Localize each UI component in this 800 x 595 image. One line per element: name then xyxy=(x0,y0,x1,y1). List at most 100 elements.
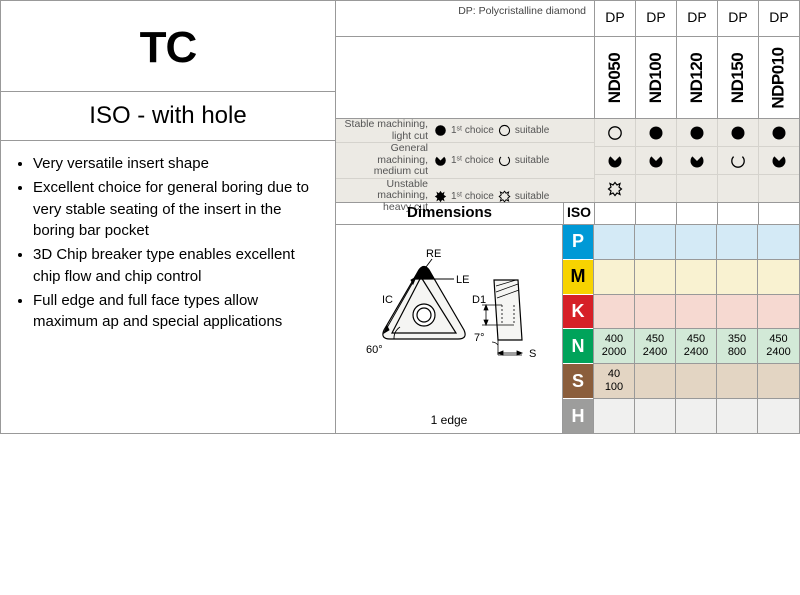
grade-label: NDP010 xyxy=(769,47,789,108)
machining-cell xyxy=(677,175,717,202)
iso-data-cell xyxy=(635,295,675,330)
grade-label: ND150 xyxy=(728,52,748,102)
iso-data-cell xyxy=(635,260,675,295)
iso-data-cell xyxy=(717,260,757,295)
label-le: LE xyxy=(456,274,469,286)
dp-cell: DP xyxy=(635,1,676,36)
iso-header: ISO xyxy=(563,203,594,224)
iso-data-cell xyxy=(676,364,716,399)
machining-legend-icons: 1ˢᵗ choice suitable xyxy=(434,124,590,137)
iso-data-cell: 4502400 xyxy=(676,329,716,364)
iso-data-cell xyxy=(717,364,757,399)
machining-cell xyxy=(677,147,717,175)
dim-spacer xyxy=(594,203,635,224)
machining-cell xyxy=(718,119,758,147)
iso-letter-K: K xyxy=(563,295,593,330)
machining-cell xyxy=(595,147,635,175)
dp-header-row: DP: Polycristalline diamond DP DP DP DP … xyxy=(336,1,799,37)
iso-data-cell xyxy=(676,295,716,330)
iso-data-cell xyxy=(635,364,675,399)
machining-cell xyxy=(759,119,799,147)
machining-cell xyxy=(677,119,717,147)
iso-data-col: 4502400 xyxy=(635,225,676,433)
left-column: TC ISO - with hole Very versatile insert… xyxy=(1,1,335,433)
grade-spacer xyxy=(336,37,594,118)
machining-col xyxy=(594,119,635,202)
label-7: 7° xyxy=(474,332,485,344)
dimensions-header: Dimensions ISO xyxy=(336,203,799,225)
grade-cell: ND050 xyxy=(594,37,635,118)
iso-data-cell xyxy=(717,399,757,433)
dim-spacer xyxy=(676,203,717,224)
machining-legend-icons: 1ˢᵗ choice suitable xyxy=(434,190,590,203)
label-re: RE xyxy=(426,248,441,260)
catalog-page: TC ISO - with hole Very versatile insert… xyxy=(0,0,800,434)
machining-col xyxy=(758,119,799,202)
dp-cell: DP xyxy=(758,1,799,36)
iso-data-col: 4502400 xyxy=(676,225,717,433)
iso-data-cell xyxy=(594,260,634,295)
title-box: TC xyxy=(1,1,335,92)
right-column: DP: Polycristalline diamond DP DP DP DP … xyxy=(335,1,799,433)
dim-spacer xyxy=(758,203,799,224)
feature-bullets: Very versatile insert shape Excellent ch… xyxy=(1,141,335,433)
label-s: S xyxy=(529,348,536,360)
iso-data-cell xyxy=(594,225,634,260)
machining-label: Stable machining,light cut xyxy=(342,119,434,142)
iso-data-cell xyxy=(717,225,757,260)
dp-cell: DP xyxy=(594,1,635,36)
iso-letter-column: PMKNSH xyxy=(563,225,594,433)
iso-data-cell xyxy=(758,260,799,295)
machining-legend-icons: 1ˢᵗ choice suitable xyxy=(434,154,590,167)
grade-label: ND050 xyxy=(605,52,625,102)
iso-data-cell xyxy=(676,260,716,295)
dim-spacer xyxy=(717,203,758,224)
iso-data-cell xyxy=(635,399,675,433)
bullet-item: 3D Chip breaker type enables excellent c… xyxy=(33,244,319,288)
iso-grid: IC RE LE 60° xyxy=(336,225,799,433)
iso-data-cell xyxy=(717,295,757,330)
iso-data-col: 400200040100 xyxy=(594,225,635,433)
grade-label: ND100 xyxy=(646,52,666,102)
grade-label: ND120 xyxy=(687,52,707,102)
machining-block: Stable machining,light cut 1ˢᵗ choice su… xyxy=(336,119,799,203)
subtitle-box: ISO - with hole xyxy=(1,92,335,141)
iso-data-col: 350800 xyxy=(717,225,758,433)
machining-cell xyxy=(595,119,635,147)
machining-cell xyxy=(718,175,758,202)
iso-data-cell: 40100 xyxy=(594,364,634,399)
iso-data-cell: 350800 xyxy=(717,329,757,364)
grade-cell: ND100 xyxy=(635,37,676,118)
insert-diagram: IC RE LE 60° xyxy=(336,225,563,433)
subtitle: ISO - with hole xyxy=(89,102,246,129)
iso-data-cell: 4502400 xyxy=(758,329,799,364)
edge-note: 1 edge xyxy=(431,413,468,427)
iso-data-cell xyxy=(594,399,634,433)
iso-data-cell xyxy=(758,225,799,260)
iso-data-cell: 4002000 xyxy=(594,329,634,364)
iso-letter-H: H xyxy=(563,399,593,433)
label-ic: IC xyxy=(382,294,393,306)
iso-data-cell xyxy=(676,225,716,260)
dp-note: DP: Polycristalline diamond xyxy=(336,1,594,36)
iso-data-columns: 400200040100450240045024003508004502400 xyxy=(594,225,799,433)
grade-cell: ND150 xyxy=(717,37,758,118)
iso-data-cell xyxy=(758,364,799,399)
machining-cell xyxy=(759,147,799,175)
product-code: TC xyxy=(1,23,335,73)
iso-data-cell: 4502400 xyxy=(635,329,675,364)
machining-cell xyxy=(636,175,676,202)
iso-data-cell xyxy=(758,295,799,330)
label-d1: D1 xyxy=(472,294,486,306)
machining-row: Stable machining,light cut 1ˢᵗ choice su… xyxy=(336,119,594,143)
machining-label: General machining,medium cut xyxy=(342,143,434,178)
iso-columns: PMKNSH 400200040100450240045024003508004… xyxy=(563,225,799,433)
grade-row: ND050 ND100 ND120 ND150 NDP010 xyxy=(336,37,799,119)
bullet-item: Full edge and full face types allow maxi… xyxy=(33,290,319,334)
bullet-item: Excellent choice for general boring due … xyxy=(33,177,319,242)
iso-letter-M: M xyxy=(563,260,593,295)
machining-col xyxy=(676,119,717,202)
iso-data-cell xyxy=(635,225,675,260)
label-60: 60° xyxy=(366,344,383,356)
iso-letter-S: S xyxy=(563,364,593,399)
